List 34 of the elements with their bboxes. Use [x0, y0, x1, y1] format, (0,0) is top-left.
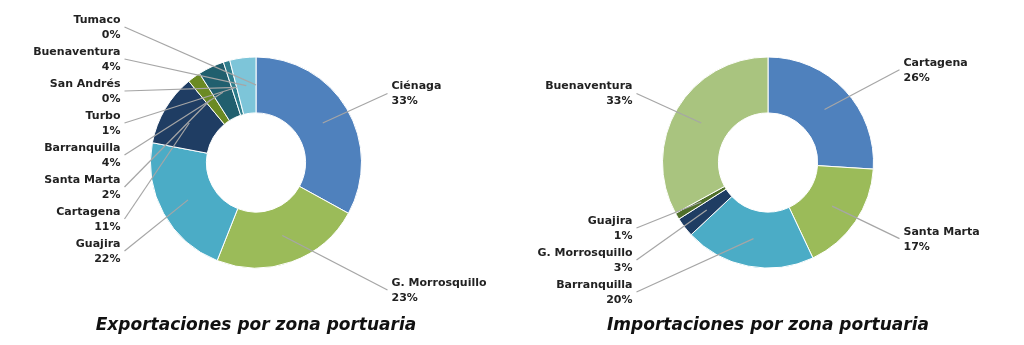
- data-label: 20%: [606, 292, 633, 306]
- slice-label: Turbo: [85, 108, 121, 122]
- text: 0%: [101, 91, 121, 105]
- category-label: San Andrés: [49, 76, 121, 90]
- slice-label: Santa Marta: [44, 172, 121, 186]
- slice-label: Guajira: [587, 213, 633, 227]
- slice-label: Buenaventura: [33, 44, 121, 58]
- data-label: 1%: [101, 123, 121, 137]
- data-label: 4%: [101, 59, 121, 73]
- data-label: 2%: [101, 187, 121, 201]
- category-label: Tumaco: [73, 12, 121, 26]
- data-label: 22%: [94, 251, 121, 265]
- slice-label: Ciénaga: [391, 79, 442, 93]
- slice-label: G. Morrosquillo: [537, 245, 633, 259]
- data-label: 4%: [101, 155, 121, 169]
- data-label: 17%: [903, 239, 930, 253]
- slice-label: Barranquilla: [44, 140, 121, 154]
- text: Importaciones por zona portuaria: [606, 314, 930, 334]
- data-label: 26%: [903, 70, 930, 84]
- text: 0%: [101, 27, 121, 41]
- slice-label: G. Morrosquillo: [391, 275, 488, 289]
- data-label: 33%: [391, 94, 418, 108]
- data-label: 1%: [613, 228, 633, 242]
- data-label: 11%: [94, 219, 121, 233]
- data-label: 33%: [606, 94, 633, 108]
- text: Exportaciones por zona portuaria: [94, 314, 418, 334]
- slice-label: Guajira: [75, 236, 121, 250]
- slice-label: Barranquilla: [556, 277, 633, 291]
- data-label: 3%: [613, 260, 633, 274]
- data-label: 23%: [391, 290, 418, 304]
- slice-label: Santa Marta: [903, 224, 980, 238]
- slice-label: Buenaventura: [545, 79, 633, 93]
- slice-label: Cartagena: [903, 55, 968, 69]
- slice-label: Cartagena: [56, 204, 121, 218]
